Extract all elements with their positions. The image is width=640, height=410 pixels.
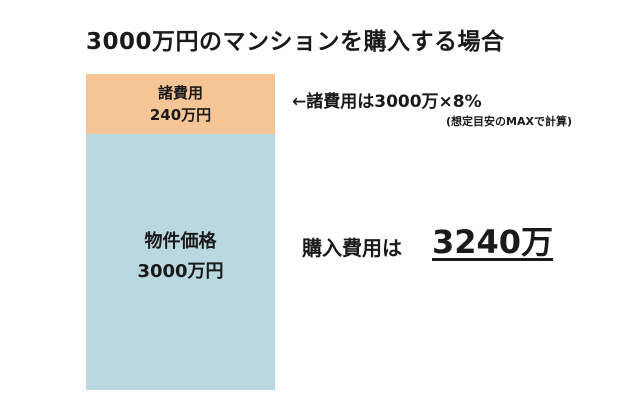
total-cost-value: 3240万 bbox=[432, 223, 554, 261]
property-price-value: 3000万円 bbox=[137, 261, 224, 282]
total-cost-label: 購入費用は bbox=[302, 236, 402, 260]
fees-note-sub: (想定目安のMAXで計算) bbox=[446, 115, 572, 128]
property-price-label: 物件価格 bbox=[144, 231, 217, 252]
fees-note: ←諸費用は3000万×8% bbox=[292, 92, 482, 112]
fees-box: 諸費用 240万円 bbox=[86, 74, 275, 134]
page-title: 3000万円のマンションを購入する場合 bbox=[86, 29, 505, 55]
property-price-box: 物件価格 3000万円 bbox=[86, 134, 275, 390]
fees-label: 諸費用 bbox=[157, 84, 203, 102]
fees-value: 240万円 bbox=[149, 106, 212, 124]
